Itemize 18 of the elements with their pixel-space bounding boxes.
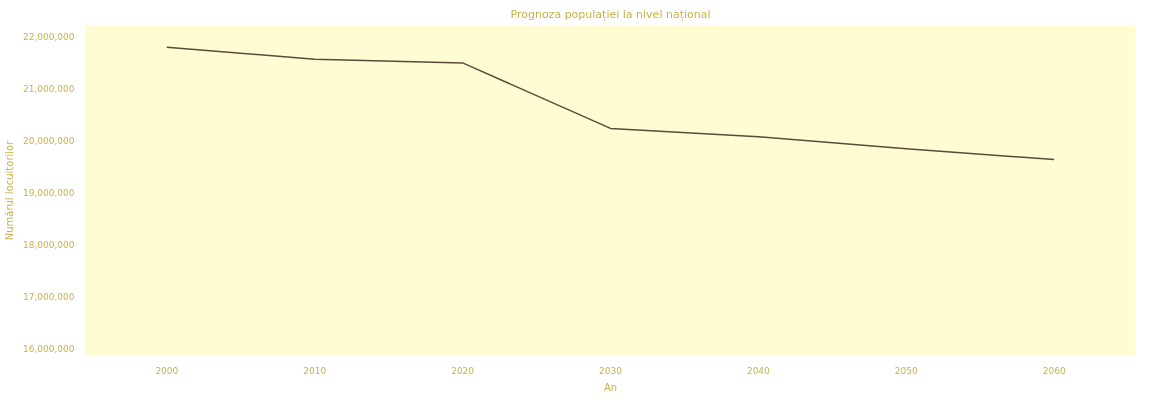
- x-tick-label: 2000: [155, 365, 179, 376]
- y-tick-label: 18,000,000: [22, 239, 75, 250]
- y-tick-label: 22,000,000: [22, 31, 75, 42]
- y-tick-label: 21,000,000: [22, 83, 75, 94]
- y-tick-label: 19,000,000: [22, 187, 75, 198]
- y-tick-label: 17,000,000: [22, 291, 75, 302]
- y-axis-title: Numărul locuitorilor: [3, 139, 15, 241]
- x-tick-label: 2060: [1042, 365, 1066, 376]
- y-tick-label: 16,000,000: [22, 343, 75, 354]
- y-tick-label: 20,000,000: [22, 135, 75, 146]
- x-tick-label: 2020: [451, 365, 475, 376]
- chart-title: Prognoza populației la nivel național: [510, 7, 711, 21]
- line-series: [166, 46, 1055, 161]
- x-tick-label: 2050: [894, 365, 918, 376]
- x-tick-label: 2040: [746, 365, 771, 376]
- x-tick-label: 2030: [599, 365, 623, 376]
- x-tick-label: 2010: [303, 365, 327, 376]
- x-axis-title: An: [603, 381, 618, 393]
